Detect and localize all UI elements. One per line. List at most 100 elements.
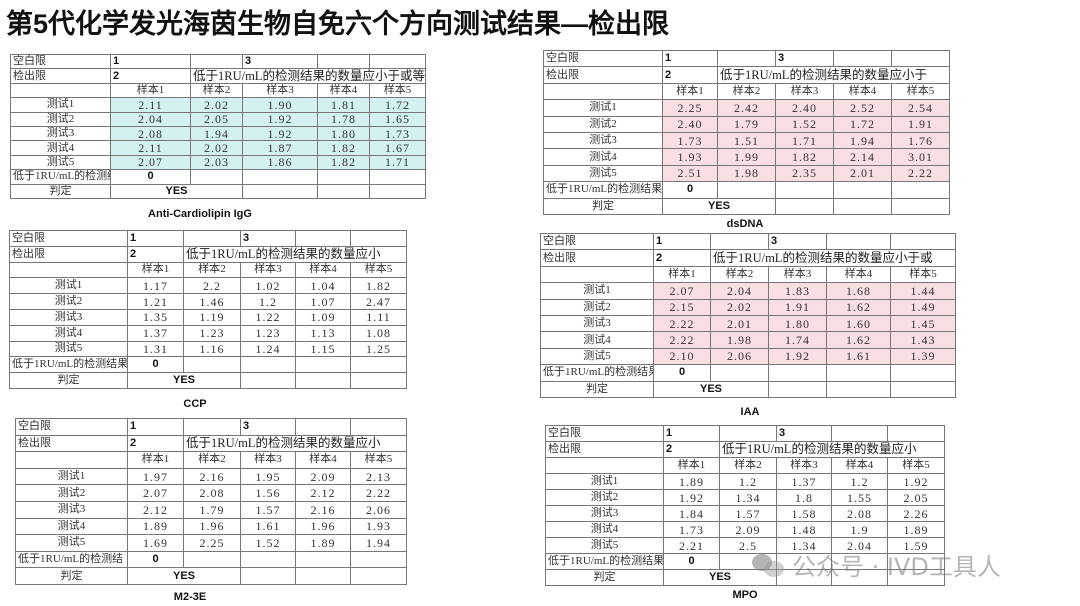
empty-cell — [295, 418, 351, 436]
empty-cell — [183, 550, 241, 569]
value-cell: 1.82 — [775, 148, 834, 166]
empty-cell — [543, 82, 663, 101]
value-cell: 2.02 — [190, 97, 243, 113]
value-cell: 1.19 — [183, 308, 241, 326]
sample-header: 样本1 — [653, 265, 711, 284]
sample-header: 样本3 — [775, 82, 834, 101]
value-cell: 2.10 — [653, 347, 711, 366]
value-cell: 1.76 — [891, 131, 950, 150]
blank-limit-value: 3 — [768, 232, 827, 251]
detect-limit-value: 2 — [653, 249, 711, 267]
test-label: 测试5 — [10, 154, 111, 171]
value-cell: 1.71 — [775, 131, 834, 150]
value-cell: 1.83 — [768, 282, 827, 300]
empty-cell — [891, 197, 950, 215]
blank-limit-value: 3 — [240, 230, 296, 247]
value-cell: 2.54 — [891, 99, 950, 117]
below-count-value: 0 — [662, 181, 718, 199]
value-cell: 1.13 — [295, 324, 351, 342]
sample-header: 样本1 — [663, 457, 720, 474]
value-cell: 2.15 — [653, 298, 711, 316]
lod-table-mpo: 空白限 1 3 检出限 2 低于1RU/mL的检测结果的数量应小 样本1 样本2 样本3 样本4 样… — [545, 425, 945, 586]
test-label: 测试3 — [15, 500, 128, 519]
below-count-label: 低于1RU/mL的检测结果 — [9, 356, 128, 374]
judge-value: YES — [653, 380, 769, 398]
sample-header: 样本2 — [190, 82, 243, 99]
table-row: 测试1 1.17 2.2 1.02 1.04 1.82 — [9, 277, 407, 295]
criteria-note: 低于1RU/mL的检测结果的数量应小于或 — [710, 249, 956, 267]
value-cell: 1.48 — [776, 521, 832, 538]
table-caption: Anti-Cardiolipin IgG — [148, 208, 252, 220]
empty-cell — [831, 425, 888, 442]
criteria-note: 低于1RU/mL的检测结果的数量应小 — [719, 441, 945, 458]
detect-limit-row: 检出限 2 低于1RU/mL的检测结果的数量应小于 — [543, 66, 950, 84]
lod-table-anti-cardiolipin-igg: 空白限 1 3 检出限 2 低于1RU/mL的检测结果的数量应小于或等 样本1 样本2 样本3 样… — [10, 53, 426, 199]
empty-cell — [768, 380, 827, 398]
value-cell: 1.31 — [127, 340, 184, 358]
value-cell: 1.11 — [350, 308, 407, 326]
empty-cell — [717, 181, 776, 199]
detect-limit-label: 检出限 — [15, 434, 128, 453]
value-cell: 1.93 — [662, 148, 718, 166]
blank-limit-value: 1 — [663, 425, 720, 442]
watermark: 公众号 · IVD工具人 — [752, 547, 1001, 582]
empty-cell — [826, 380, 891, 398]
blank-limit-value: 1 — [662, 49, 718, 68]
value-cell: 2.21 — [663, 537, 720, 554]
judge-row: 判定 YES — [15, 567, 407, 585]
detect-limit-value: 2 — [663, 441, 720, 458]
empty-cell — [826, 232, 891, 251]
test-label: 测试1 — [540, 282, 654, 300]
detect-limit-label: 检出限 — [9, 245, 128, 263]
value-cell: 1.51 — [717, 131, 776, 150]
blank-limit-value: 3 — [776, 425, 832, 442]
test-label: 测试4 — [543, 148, 663, 166]
empty-cell — [833, 181, 892, 199]
value-cell: 1.92 — [242, 111, 318, 127]
value-cell: 2.25 — [662, 99, 718, 117]
wechat-icon — [752, 552, 786, 578]
empty-cell — [768, 364, 827, 382]
table-row: 测试5 1.31 1.16 1.24 1.15 1.25 — [9, 340, 407, 358]
table-row: 测试3 2.08 1.94 1.92 1.80 1.73 — [10, 125, 426, 142]
test-label: 测试1 — [543, 99, 663, 117]
value-cell: 1.61 — [240, 517, 296, 536]
empty-cell — [719, 425, 777, 442]
value-cell: 1.98 — [717, 164, 776, 183]
value-cell: 2.02 — [190, 140, 243, 156]
empty-cell — [710, 232, 769, 251]
test-label: 测试5 — [543, 164, 663, 183]
value-cell: 1.16 — [183, 340, 241, 358]
value-cell: 2.01 — [710, 314, 769, 333]
value-cell: 1.91 — [891, 115, 950, 133]
table-row: 测试3 1.35 1.19 1.22 1.09 1.11 — [9, 308, 407, 326]
test-label: 测试1 — [9, 277, 128, 295]
value-cell: 2.02 — [710, 298, 769, 316]
empty-cell — [183, 356, 241, 374]
value-cell: 2.07 — [127, 484, 184, 502]
value-cell: 2.05 — [887, 489, 945, 506]
judge-value: YES — [663, 569, 777, 586]
empty-cell — [317, 183, 370, 199]
empty-cell — [190, 169, 243, 185]
judge-row: 判定 YES — [540, 380, 956, 398]
value-cell: 2.22 — [653, 314, 711, 333]
below-count-value: 0 — [110, 169, 191, 185]
test-label: 测试1 — [545, 473, 664, 490]
blank-limit-value: 1 — [127, 418, 184, 436]
below-count-row: 低于1RU/mL的检测结: 0 — [10, 169, 426, 185]
value-cell: 2.25 — [183, 534, 241, 552]
sample-header: 样本3 — [242, 82, 318, 99]
value-cell: 1.73 — [369, 125, 426, 142]
sample-header: 样本2 — [183, 261, 241, 279]
table-caption: CCP — [183, 398, 207, 410]
detect-limit-row: 检出限 2 低于1RU/mL的检测结果的数量应小于或等 — [10, 68, 426, 84]
criteria-note: 低于1RU/mL的检测结果的数量应小 — [183, 434, 407, 453]
test-label: 测试2 — [10, 111, 111, 127]
detect-limit-label: 检出限 — [10, 68, 111, 84]
value-cell: 1.62 — [826, 298, 891, 316]
blank-limit-label: 空白限 — [545, 425, 664, 442]
empty-cell — [317, 53, 370, 70]
value-cell: 1.55 — [831, 489, 888, 506]
table-caption: M2-3E — [173, 591, 207, 603]
